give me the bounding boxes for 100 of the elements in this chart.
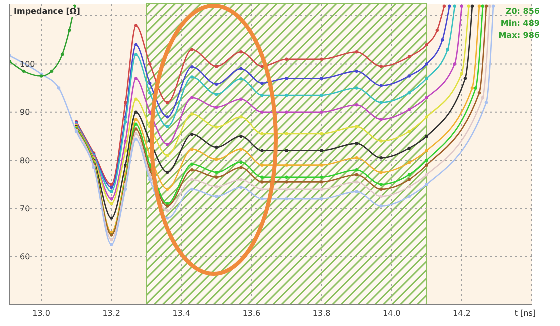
- point: [110, 216, 114, 220]
- point: [215, 146, 218, 150]
- point: [110, 243, 114, 246]
- point: [57, 86, 61, 90]
- point: [285, 132, 288, 136]
- point: [190, 112, 194, 116]
- point: [320, 149, 324, 152]
- point: [260, 176, 264, 179]
- point: [408, 74, 411, 78]
- point: [124, 120, 128, 124]
- point: [355, 168, 358, 172]
- point: [448, 4, 452, 8]
- point: [380, 84, 383, 88]
- point: [320, 94, 324, 98]
- point: [425, 164, 428, 167]
- point: [380, 183, 383, 186]
- point: [68, 28, 72, 32]
- point: [478, 91, 482, 95]
- point: [166, 125, 170, 128]
- point: [355, 125, 358, 128]
- point: [425, 149, 428, 152]
- point: [481, 4, 485, 8]
- point: [467, 4, 471, 8]
- point: [240, 67, 243, 71]
- point: [215, 195, 218, 198]
- point: [215, 92, 218, 96]
- point: [240, 148, 243, 152]
- point: [215, 176, 218, 179]
- point: [190, 76, 194, 79]
- point: [124, 149, 128, 152]
- point: [166, 116, 170, 119]
- point: [408, 55, 411, 59]
- point: [124, 188, 128, 192]
- point: [408, 130, 411, 134]
- point: [355, 142, 358, 146]
- point: [441, 38, 444, 42]
- point: [425, 77, 428, 80]
- point: [60, 52, 64, 56]
- point: [240, 116, 243, 119]
- point: [355, 86, 358, 90]
- point: [240, 78, 243, 81]
- point: [320, 176, 324, 179]
- point: [408, 146, 411, 150]
- y-tick-label: 90: [20, 108, 30, 118]
- point: [380, 188, 383, 192]
- point: [215, 82, 218, 86]
- point: [134, 24, 138, 28]
- point: [380, 204, 383, 208]
- point: [240, 178, 243, 182]
- y-tick-label: 70: [20, 204, 30, 214]
- point: [240, 134, 243, 138]
- y-tick-label: 80: [20, 156, 30, 166]
- y-tick-label: 60: [20, 252, 30, 262]
- point: [166, 170, 170, 174]
- point: [460, 4, 464, 8]
- x-tick-label: 14.0: [382, 309, 401, 318]
- point: [285, 94, 288, 98]
- point: [190, 65, 194, 69]
- point: [355, 173, 358, 177]
- point: [425, 116, 428, 119]
- point: [166, 216, 170, 220]
- point: [436, 28, 440, 32]
- point: [484, 101, 488, 104]
- point: [285, 110, 288, 114]
- point: [240, 98, 243, 101]
- x-tick-label: 13.2: [102, 309, 121, 318]
- point: [320, 197, 324, 201]
- point: [408, 178, 411, 182]
- point: [285, 164, 288, 167]
- point: [380, 140, 383, 143]
- point: [110, 183, 114, 186]
- point: [474, 86, 478, 90]
- x-tick-label: 13.8: [312, 309, 331, 318]
- point: [50, 70, 54, 74]
- point: [320, 110, 324, 114]
- point: [190, 168, 194, 172]
- y-axis-title: Impedance [Ω]: [14, 7, 80, 16]
- point: [260, 149, 264, 152]
- point: [134, 52, 138, 56]
- point: [425, 43, 428, 47]
- point: [446, 48, 450, 52]
- y-tick-label: 100: [20, 60, 36, 69]
- point: [478, 4, 482, 8]
- point: [22, 70, 26, 74]
- point: [481, 96, 485, 100]
- point: [380, 101, 383, 104]
- point: [190, 48, 194, 52]
- point: [285, 149, 288, 152]
- annotation: Max: 986: [498, 31, 540, 40]
- point: [260, 180, 264, 184]
- point: [470, 4, 474, 8]
- point: [492, 4, 496, 8]
- point: [190, 188, 194, 192]
- point: [425, 96, 428, 100]
- point: [355, 104, 358, 107]
- point: [408, 185, 411, 189]
- point: [124, 101, 128, 104]
- point: [285, 176, 288, 179]
- point: [355, 180, 358, 184]
- point: [110, 238, 114, 242]
